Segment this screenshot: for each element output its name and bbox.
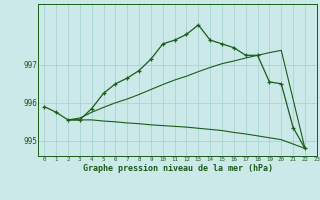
X-axis label: Graphe pression niveau de la mer (hPa): Graphe pression niveau de la mer (hPa) — [83, 164, 273, 173]
